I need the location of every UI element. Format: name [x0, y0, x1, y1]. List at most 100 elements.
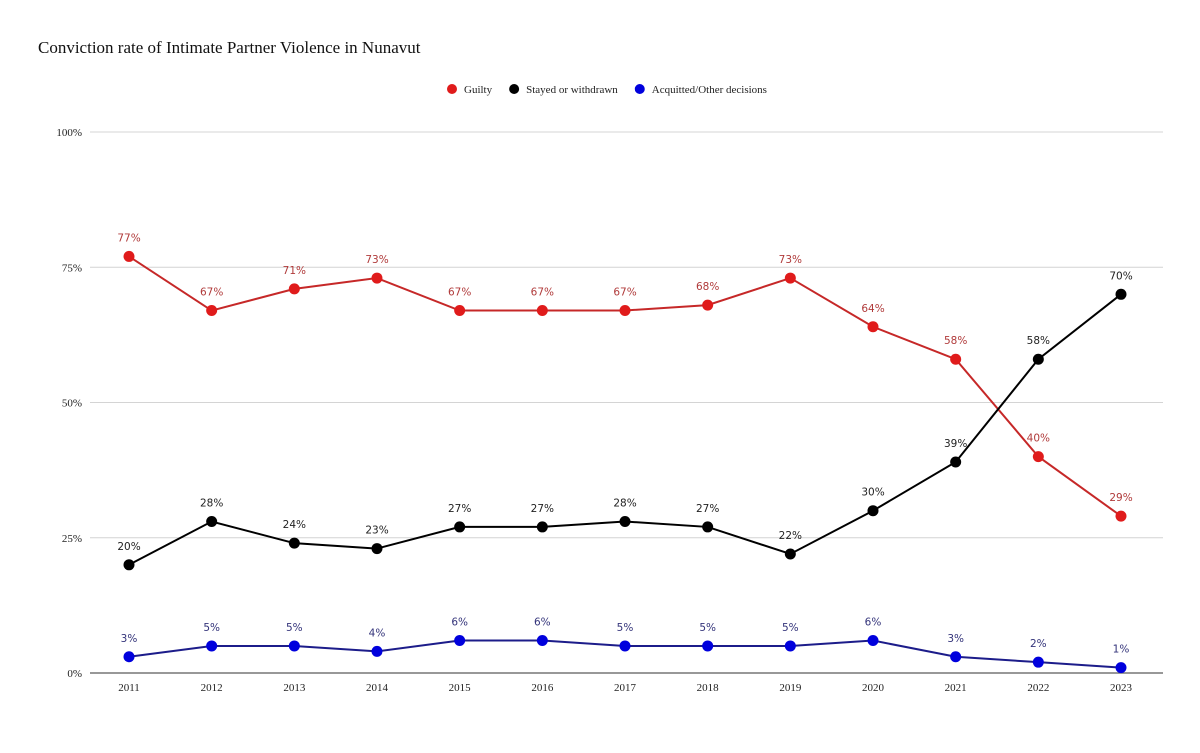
legend-label: Acquitted/Other decisions	[652, 84, 767, 96]
data-label: 5%	[617, 622, 634, 634]
data-point	[123, 651, 135, 663]
data-label: 68%	[696, 281, 719, 293]
data-point	[206, 640, 218, 652]
data-label: 77%	[117, 232, 140, 244]
data-point	[950, 353, 962, 365]
data-point	[206, 305, 218, 317]
data-point	[206, 516, 218, 528]
data-label: 3%	[121, 633, 138, 645]
data-label: 3%	[947, 633, 964, 645]
data-label: 2%	[1030, 638, 1047, 650]
data-point	[371, 645, 383, 657]
data-label: 29%	[1109, 492, 1132, 504]
x-tick-label: 2017	[614, 682, 637, 694]
data-label: 40%	[1027, 433, 1050, 445]
data-label: 73%	[779, 254, 802, 266]
data-point	[619, 305, 631, 317]
legend-marker	[634, 84, 645, 94]
data-label: 27%	[531, 503, 554, 515]
data-label: 27%	[448, 503, 471, 515]
data-point	[1115, 288, 1127, 300]
data-label: 73%	[365, 254, 388, 266]
data-label: 6%	[451, 617, 468, 629]
data-point	[867, 505, 879, 517]
data-label: 67%	[200, 287, 223, 299]
legend-marker	[509, 84, 520, 94]
data-point	[371, 543, 383, 555]
data-point	[1032, 451, 1044, 463]
data-point	[784, 640, 796, 652]
y-tick-label: 0%	[67, 668, 82, 680]
data-label: 28%	[200, 498, 223, 510]
data-point	[454, 305, 466, 317]
data-point	[784, 272, 796, 284]
data-label: 6%	[865, 617, 882, 629]
data-label: 23%	[365, 525, 388, 537]
y-tick-label: 25%	[62, 533, 82, 545]
x-tick-label: 2014	[366, 682, 389, 694]
x-tick-label: 2022	[1027, 682, 1049, 694]
data-point	[1115, 510, 1127, 522]
data-label: 67%	[531, 287, 554, 299]
data-label: 39%	[944, 438, 967, 450]
data-label: 5%	[782, 622, 799, 634]
data-point	[867, 321, 879, 333]
data-label: 67%	[448, 287, 471, 299]
data-point	[950, 456, 962, 468]
data-point	[702, 521, 714, 533]
legend-label: Guilty	[464, 84, 493, 96]
data-label: 64%	[861, 303, 884, 315]
data-point	[288, 537, 300, 549]
data-point	[619, 640, 631, 652]
data-point	[1032, 353, 1044, 365]
x-tick-label: 2015	[449, 682, 472, 694]
data-point	[288, 640, 300, 652]
data-point	[702, 299, 714, 311]
data-label: 70%	[1109, 270, 1132, 282]
x-tick-label: 2016	[531, 682, 554, 694]
data-label: 5%	[699, 622, 716, 634]
chart-title: Conviction rate of Intimate Partner Viol…	[38, 38, 421, 57]
data-point	[536, 635, 548, 647]
x-tick-label: 2021	[945, 682, 967, 694]
data-point	[536, 305, 548, 317]
x-tick-label: 2012	[201, 682, 223, 694]
x-tick-label: 2011	[118, 682, 140, 694]
data-point	[1115, 662, 1127, 674]
x-tick-label: 2020	[862, 682, 885, 694]
data-label: 20%	[117, 541, 140, 553]
data-label: 1%	[1113, 644, 1130, 656]
data-label: 71%	[283, 265, 306, 277]
x-tick-label: 2019	[779, 682, 802, 694]
y-tick-label: 75%	[62, 262, 82, 274]
data-label: 67%	[613, 287, 636, 299]
data-point	[123, 250, 135, 262]
x-tick-label: 2018	[697, 682, 720, 694]
data-label: 24%	[283, 519, 306, 531]
data-label: 28%	[613, 498, 636, 510]
data-label: 5%	[203, 622, 220, 634]
data-point	[619, 516, 631, 528]
data-label: 5%	[286, 622, 303, 634]
data-label: 22%	[779, 530, 802, 542]
y-tick-label: 100%	[56, 127, 82, 139]
y-tick-label: 50%	[62, 398, 82, 410]
data-point	[454, 521, 466, 533]
legend-marker	[447, 84, 457, 94]
data-label: 58%	[944, 335, 967, 347]
data-point	[123, 559, 135, 571]
data-point	[950, 651, 962, 663]
data-point	[867, 635, 879, 647]
x-tick-label: 2013	[283, 682, 306, 694]
data-label: 6%	[534, 617, 551, 629]
data-point	[371, 272, 383, 284]
data-point	[702, 640, 714, 652]
data-label: 4%	[369, 627, 386, 639]
data-point	[1032, 656, 1044, 668]
data-label: 30%	[861, 487, 884, 499]
data-point	[454, 635, 466, 647]
x-tick-label: 2023	[1110, 682, 1133, 694]
data-label: 58%	[1027, 335, 1050, 347]
data-label: 27%	[696, 503, 719, 515]
